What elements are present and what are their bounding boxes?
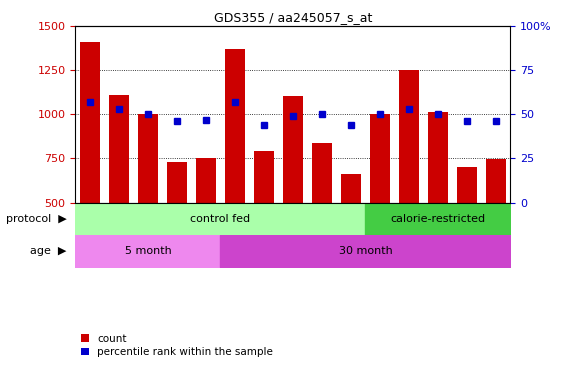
Bar xyxy=(225,49,245,203)
Text: 5 month: 5 month xyxy=(125,246,171,256)
Bar xyxy=(283,97,303,203)
Title: GDS355 / aa245057_s_at: GDS355 / aa245057_s_at xyxy=(213,11,372,25)
Bar xyxy=(138,114,158,203)
Bar xyxy=(167,162,187,203)
Bar xyxy=(254,152,274,203)
Text: 30 month: 30 month xyxy=(339,246,392,256)
Bar xyxy=(486,159,506,203)
Bar xyxy=(312,142,332,203)
Bar xyxy=(109,95,129,203)
Bar xyxy=(399,70,419,203)
Bar xyxy=(428,112,448,203)
Bar xyxy=(196,158,216,203)
Text: calorie-restricted: calorie-restricted xyxy=(390,214,485,224)
Bar xyxy=(80,42,100,203)
Bar xyxy=(370,114,390,203)
Text: age  ▶: age ▶ xyxy=(30,246,67,256)
Text: protocol  ▶: protocol ▶ xyxy=(6,214,67,224)
Bar xyxy=(341,173,361,203)
Legend: count, percentile rank within the sample: count, percentile rank within the sample xyxy=(81,334,273,357)
Bar xyxy=(457,167,477,203)
Text: control fed: control fed xyxy=(190,214,251,224)
